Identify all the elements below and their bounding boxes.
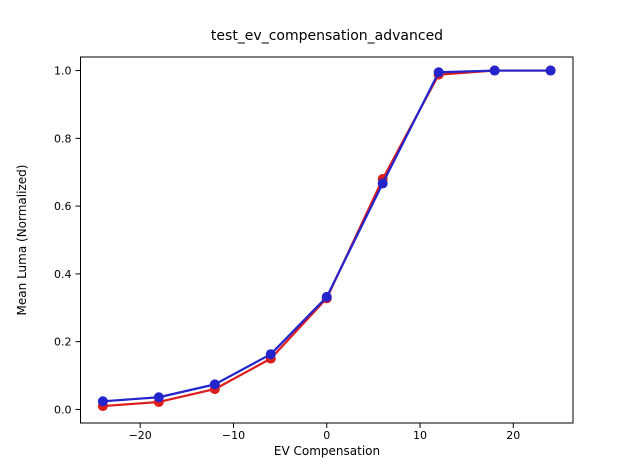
y-tick-label: 0.6 — [54, 200, 72, 213]
series-blue-marker — [545, 65, 556, 76]
y-tick-label: 0.0 — [54, 403, 72, 416]
x-tick-label: 0 — [323, 429, 330, 442]
series-blue-marker — [97, 396, 108, 407]
chart-title: test_ev_compensation_advanced — [210, 28, 444, 44]
series-blue-marker — [489, 65, 500, 76]
x-tick-label: −10 — [222, 429, 245, 442]
series-blue-marker — [433, 67, 444, 78]
series-blue-marker — [265, 349, 276, 360]
x-tick-label: 10 — [413, 429, 427, 442]
x-tick-label: 20 — [506, 429, 520, 442]
series-blue-marker — [153, 392, 164, 403]
x-axis-label: EV Compensation — [273, 444, 381, 458]
series-blue-marker — [209, 379, 220, 390]
series-blue-marker — [321, 291, 332, 302]
y-tick-label: 0.4 — [54, 268, 72, 281]
axes-spines — [80, 56, 574, 424]
series-blue-marker — [377, 178, 388, 189]
series-blue-line — [101, 69, 552, 403]
y-tick-label: 0.2 — [54, 336, 72, 349]
y-tick-label: 1.0 — [54, 65, 72, 78]
series-red-line — [101, 69, 552, 408]
x-tick-label: −20 — [129, 429, 152, 442]
y-tick-label: 0.8 — [54, 132, 72, 145]
